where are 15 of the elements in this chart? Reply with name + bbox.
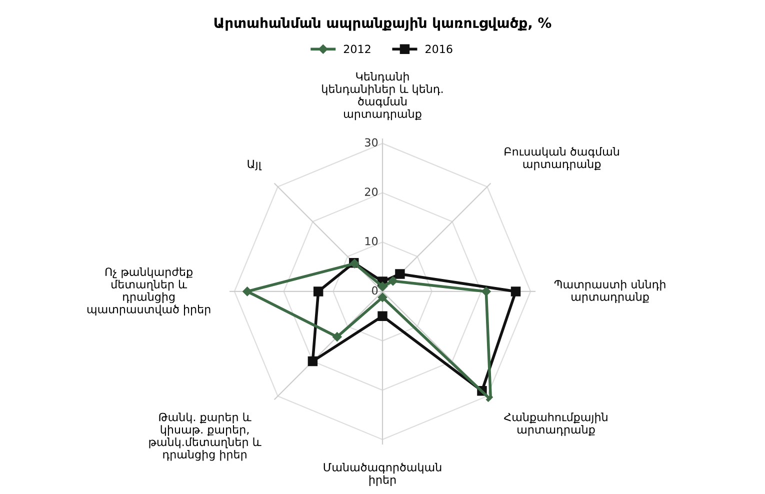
spoke-label: Մանածագործական իրեր xyxy=(324,462,442,486)
legend-label: 2016 xyxy=(426,44,452,54)
spoke-label: Կենդանի կենդանիներ և կենդ. ծագման արտադրանք xyxy=(322,72,443,120)
spoke-label: Բուսական ծագման արտադրանք xyxy=(504,147,619,170)
chart-title: Արտահանման ապրանքային կառուցվածք, % xyxy=(214,17,552,31)
y-tick-label: 0 xyxy=(372,286,378,295)
legend-label: 2012 xyxy=(344,44,370,54)
spoke-label: Պատրաստի սննդի արտադրանք xyxy=(554,280,666,304)
spoke-label: Այլ xyxy=(248,160,262,170)
spoke-label: Հանքահումքային արտադրանք xyxy=(504,412,608,436)
y-tick-label: 30 xyxy=(365,138,378,147)
spoke-label: Թանկ. քարեր և կիսաթ. քարեր, թանկ.մետաղներ և դրանցից իրեր xyxy=(149,412,262,461)
y-tick-label: 10 xyxy=(365,236,378,246)
y-tick-label: 20 xyxy=(365,188,378,196)
spoke-label: Ոչ թանկարժեք մետաղներ և դրանցից պատրաստված իրեր xyxy=(87,267,210,316)
